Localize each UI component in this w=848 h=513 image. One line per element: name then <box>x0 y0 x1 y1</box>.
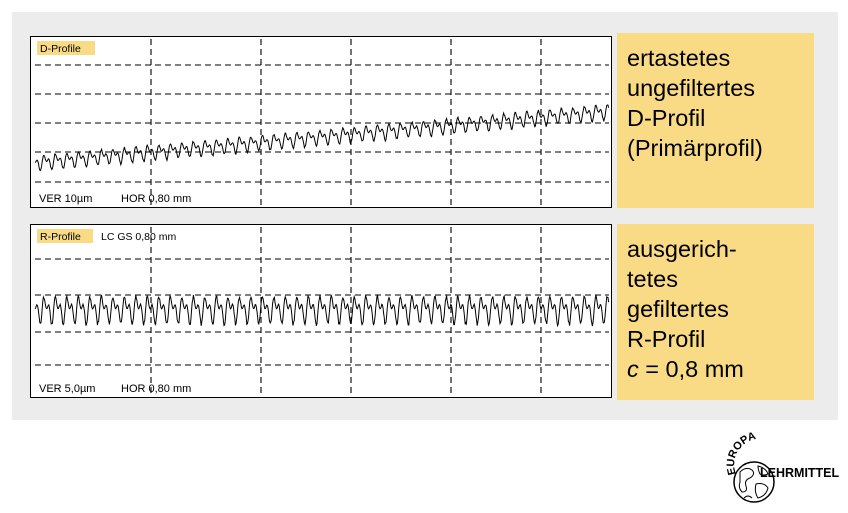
r-profile-caption-line: gefiltertes <box>627 296 729 322</box>
d-profile-tag-background <box>37 41 95 55</box>
r-profile-ver-label: VER 5,0µm <box>39 383 95 395</box>
r-profile-tag: R-Profile <box>40 231 81 243</box>
globe-icon <box>733 461 775 503</box>
r-profile-plot: R-Profile LC GS 0,80 mm VER 5,0µm HOR 0,… <box>34 227 610 395</box>
r-profile-hor-label: HOR 0,80 mm <box>121 383 191 395</box>
logo-arc-text: EUROPA <box>725 430 757 476</box>
logo-brand-text: LEHRMITTEL <box>760 466 840 480</box>
cutoff-formula: c = 0,8 mm <box>627 354 814 384</box>
europa-lehrmittel-logo: EUROPA LEHRMITTEL <box>725 430 840 503</box>
d-profile-caption-line: ertastetes <box>627 45 731 71</box>
r-profile-trace <box>34 294 610 328</box>
d-profile-chart: D-Profile VER 10µm HOR 0,80 mm <box>30 36 612 208</box>
d-profile-tag: D-Profile <box>40 43 81 55</box>
d-profile-caption-line: (Primärprofil) <box>627 135 763 161</box>
cutoff-value: = 0,8 mm <box>638 356 744 382</box>
r-profile-caption-line: tetes <box>627 266 678 292</box>
r-profile-caption-line: ausgerich- <box>627 236 737 262</box>
r-profile-chart: R-Profile LC GS 0,80 mm VER 5,0µm HOR 0,… <box>30 224 612 398</box>
d-profile-trace <box>34 104 610 172</box>
d-profile-hor-label: HOR 0,80 mm <box>121 193 191 205</box>
d-profile-caption-line: D-Profil <box>627 105 706 131</box>
cutoff-symbol: c <box>627 356 639 382</box>
d-profile-caption: ertastetes ungefiltertes D-Profil (Primä… <box>617 33 814 208</box>
d-profile-plot: D-Profile VER 10µm HOR 0,80 mm <box>34 39 610 205</box>
r-profile-filter-label: LC GS 0,80 mm <box>101 231 177 243</box>
r-profile-caption: ausgerich- tetes gefiltertes R-Profil c … <box>617 224 814 400</box>
d-profile-ver-label: VER 10µm <box>39 193 92 205</box>
r-profile-tag-background <box>37 229 93 243</box>
d-profile-caption-line: ungefiltertes <box>627 75 756 101</box>
r-profile-caption-line: R-Profil <box>627 326 706 352</box>
